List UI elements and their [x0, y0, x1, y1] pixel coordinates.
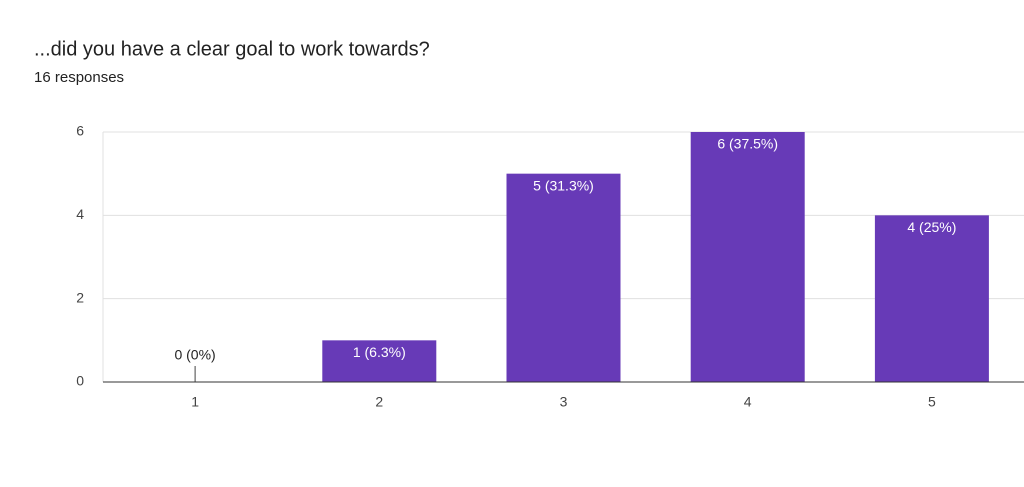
- data-label: 4 (25%): [907, 219, 956, 235]
- x-tick-label: 3: [560, 394, 568, 410]
- bar: [874, 215, 989, 382]
- chart-subtitle: 16 responses: [34, 69, 124, 86]
- y-tick-label: 6: [76, 123, 84, 139]
- chart-title: ...did you have a clear goal to work tow…: [34, 38, 430, 60]
- y-tick-label: 2: [76, 289, 84, 305]
- y-tick-label: 0: [76, 373, 84, 389]
- data-label: 5 (31.3%): [533, 177, 594, 193]
- bar: [690, 132, 805, 382]
- bar: [322, 340, 437, 382]
- data-label: 1 (6.3%): [353, 344, 406, 360]
- x-tick-label: 1: [191, 394, 199, 410]
- data-label: 6 (37.5%): [717, 136, 778, 152]
- y-tick-label: 4: [76, 206, 84, 222]
- x-tick-label: 2: [375, 394, 383, 410]
- x-tick-label: 4: [744, 394, 752, 410]
- data-label: 0 (0%): [174, 347, 215, 363]
- x-tick-label: 5: [928, 394, 936, 410]
- bar: [506, 173, 621, 382]
